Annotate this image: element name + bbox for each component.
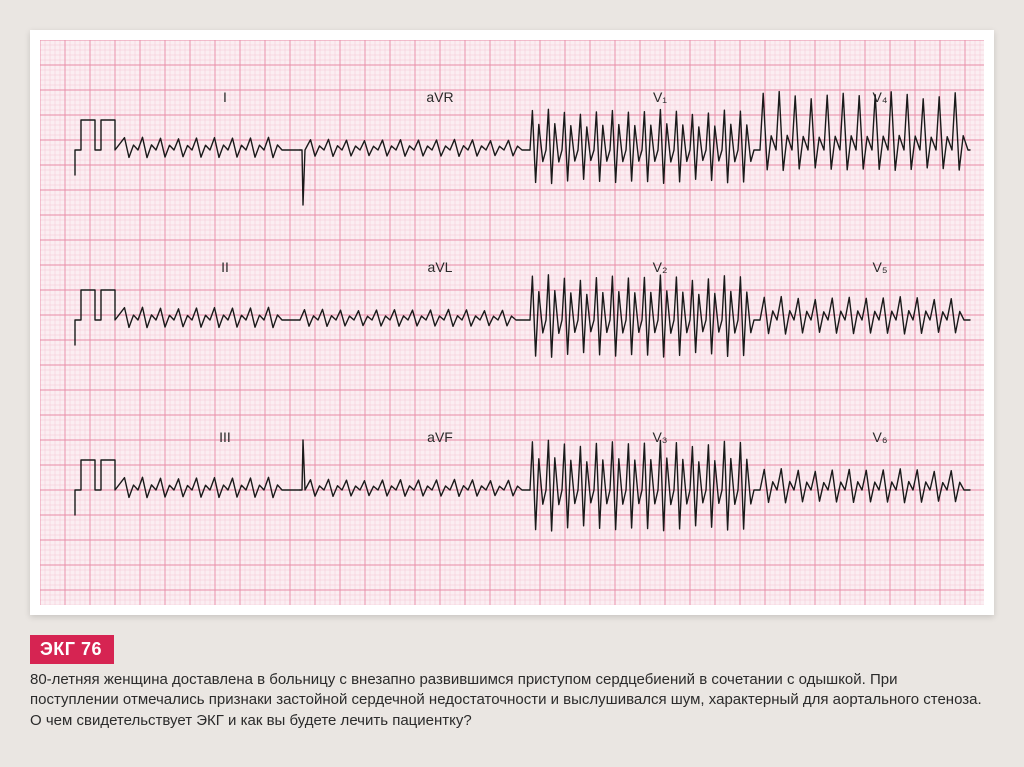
caption-text: 80-летняя женщина доставлена в больницу … [30,670,990,731]
ecg-svg: IaVRV₁V₄IIaVLV₂V₅IIIaVFV₃V₆ [40,40,984,605]
svg-text:V₁: V₁ [653,89,667,105]
svg-text:V₂: V₂ [653,259,668,275]
svg-text:II: II [221,259,229,275]
svg-text:V₅: V₅ [873,259,888,275]
svg-text:aVR: aVR [426,89,453,105]
ecg-badge: ЭКГ 76 [30,635,114,664]
svg-text:aVF: aVF [427,429,453,445]
svg-text:V₆: V₆ [873,429,888,445]
svg-text:aVL: aVL [428,259,453,275]
ecg-paper: IaVRV₁V₄IIaVLV₂V₅IIIaVFV₃V₆ [40,40,984,605]
caption-block: ЭКГ 76 80-летняя женщина доставлена в бо… [30,635,990,731]
page: IaVRV₁V₄IIaVLV₂V₅IIIaVFV₃V₆ ЭКГ 76 80-ле… [0,0,1024,767]
ecg-container: IaVRV₁V₄IIaVLV₂V₅IIIaVFV₃V₆ [30,30,994,615]
svg-text:III: III [219,429,231,445]
svg-text:I: I [223,89,227,105]
